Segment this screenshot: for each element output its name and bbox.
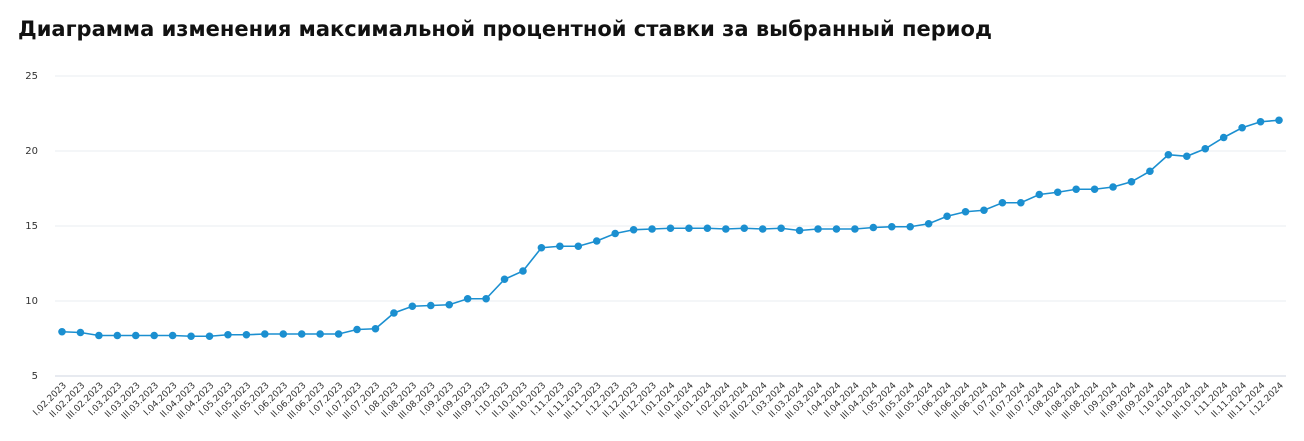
point [906,222,915,231]
point [1109,183,1117,191]
point [445,300,454,309]
point [740,224,749,233]
point [482,294,490,303]
point [851,225,859,233]
point [832,225,841,233]
point [869,223,878,232]
point [316,330,324,338]
point [224,330,232,339]
point [887,222,896,231]
point [758,225,767,233]
point [703,224,712,233]
point [408,302,417,311]
point [1072,185,1080,194]
point [279,330,288,338]
point [261,330,269,338]
point [150,331,158,340]
point [168,331,177,340]
point [648,225,656,233]
y-tick-label: 25 [25,71,38,82]
point [777,224,785,233]
point [1017,198,1025,207]
chart-title: Диаграмма изменения максимальной процент… [18,17,992,41]
point [722,225,730,233]
y-tick-label: 20 [25,146,38,157]
point [1090,185,1099,194]
point [574,242,583,251]
point [1183,152,1191,161]
point [1035,190,1044,199]
point [426,301,435,310]
point [629,225,638,234]
y-tick-label: 15 [25,221,38,232]
point [297,330,306,338]
point [500,275,509,284]
point [242,330,251,339]
point [205,332,214,341]
point [1238,123,1246,132]
point [58,327,66,336]
point [463,294,472,303]
point [611,229,619,238]
point [95,331,103,340]
point [187,332,195,341]
point [998,198,1007,207]
point [390,309,398,317]
point [924,219,933,228]
point [592,237,601,245]
point [795,226,804,235]
point [353,325,361,334]
point [1146,167,1154,176]
point [334,330,343,338]
point [113,331,122,340]
point [371,324,380,333]
point [1127,177,1136,186]
point [814,225,822,233]
point [1164,150,1173,159]
point [1053,188,1062,197]
y-tick-label: 5 [32,371,38,382]
point [519,267,527,275]
y-tick-label: 10 [25,296,38,307]
point [666,224,675,233]
point [556,242,564,251]
point [1256,117,1265,126]
point [76,328,85,337]
point [1219,133,1228,142]
point [685,224,693,233]
point [1201,144,1210,153]
point [131,331,140,340]
point [537,243,546,252]
point [980,206,988,215]
point [1275,116,1283,125]
point [961,207,970,216]
point [943,212,951,221]
